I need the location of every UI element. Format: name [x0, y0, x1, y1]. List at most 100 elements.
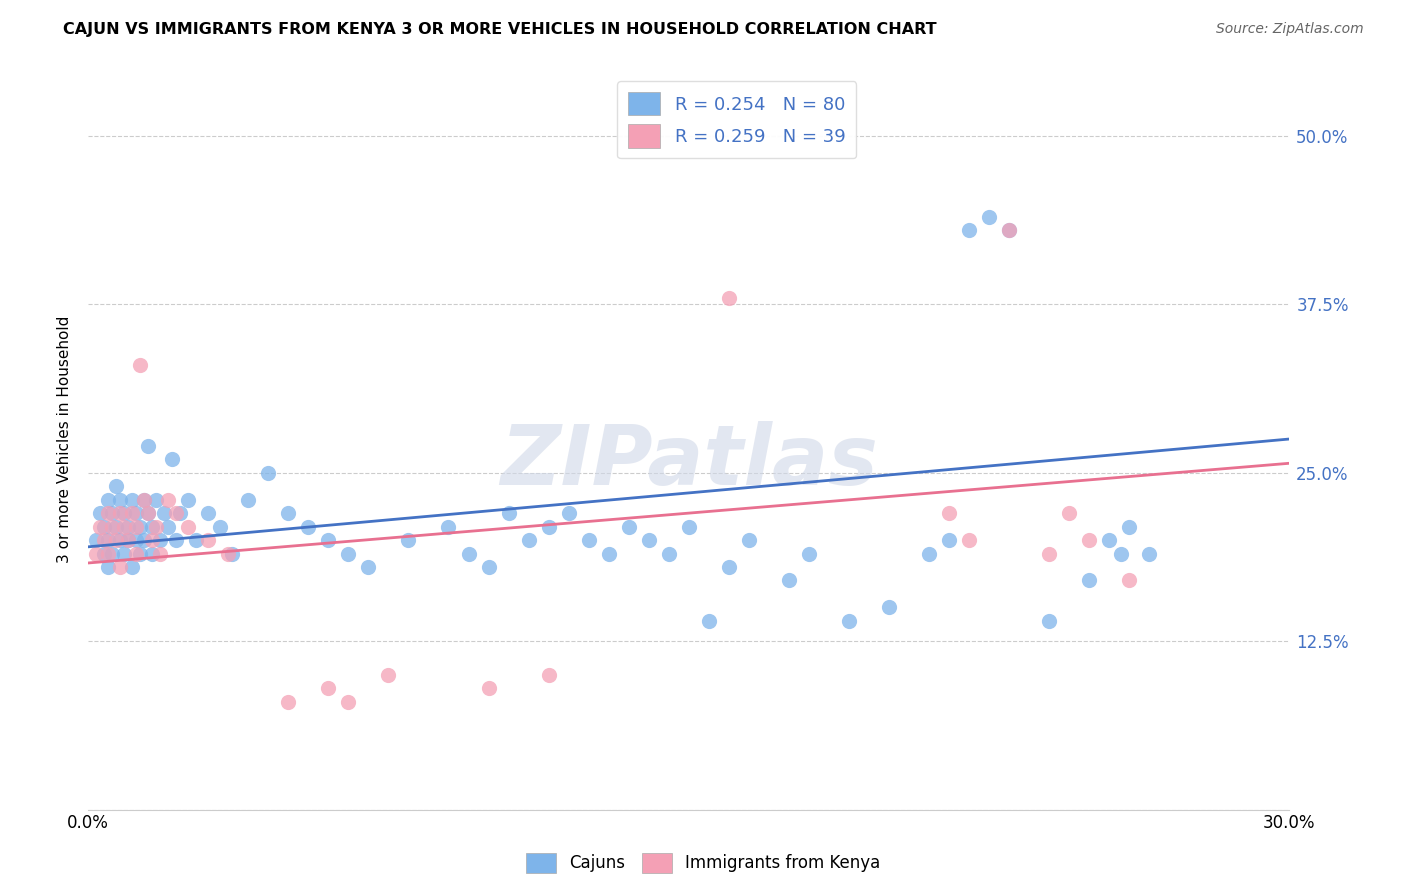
Point: [1078, 574, 1101, 588]
Point: [105, 519, 128, 533]
Point: [108, 492, 131, 507]
Point: [93, 547, 115, 561]
Point: [93, 533, 115, 547]
Legend: R = 0.254   N = 80, R = 0.259   N = 39: R = 0.254 N = 80, R = 0.259 N = 39: [617, 81, 856, 159]
Point: [89, 519, 111, 533]
Point: [108, 533, 131, 547]
Point: [177, 492, 200, 507]
Point: [125, 547, 148, 561]
Point: [121, 506, 143, 520]
Point: [838, 614, 860, 628]
Point: [998, 223, 1021, 237]
Point: [1137, 547, 1160, 561]
Point: [637, 533, 659, 547]
Point: [97, 560, 120, 574]
Text: CAJUN VS IMMIGRANTS FROM KENYA 3 OR MORE VEHICLES IN HOUSEHOLD CORRELATION CHART: CAJUN VS IMMIGRANTS FROM KENYA 3 OR MORE…: [63, 22, 936, 37]
Point: [221, 547, 243, 561]
Point: [101, 519, 124, 533]
Point: [129, 547, 152, 561]
Point: [177, 519, 200, 533]
Point: [517, 533, 540, 547]
Point: [108, 506, 131, 520]
Point: [1109, 547, 1132, 561]
Point: [117, 533, 139, 547]
Point: [617, 519, 640, 533]
Point: [134, 492, 156, 507]
Point: [1057, 506, 1080, 520]
Point: [134, 533, 156, 547]
Point: [357, 560, 380, 574]
Point: [125, 533, 148, 547]
Point: [217, 547, 239, 561]
Point: [1078, 533, 1101, 547]
Point: [918, 547, 941, 561]
Point: [257, 466, 280, 480]
Point: [957, 533, 980, 547]
Point: [84, 533, 107, 547]
Point: [112, 519, 135, 533]
Point: [477, 560, 499, 574]
Point: [738, 533, 761, 547]
Point: [112, 547, 135, 561]
Legend: Cajuns, Immigrants from Kenya: Cajuns, Immigrants from Kenya: [519, 847, 887, 880]
Point: [717, 291, 740, 305]
Point: [134, 492, 156, 507]
Point: [977, 210, 1000, 224]
Point: [998, 223, 1021, 237]
Point: [157, 519, 180, 533]
Point: [318, 681, 340, 696]
Point: [957, 223, 980, 237]
Point: [1098, 533, 1121, 547]
Point: [297, 519, 319, 533]
Point: [157, 492, 180, 507]
Point: [498, 506, 520, 520]
Y-axis label: 3 or more Vehicles in Household: 3 or more Vehicles in Household: [58, 316, 72, 563]
Point: [117, 519, 139, 533]
Point: [101, 547, 124, 561]
Point: [105, 533, 128, 547]
Text: ZIPatlas: ZIPatlas: [499, 421, 877, 502]
Point: [697, 614, 720, 628]
Point: [165, 506, 187, 520]
Point: [717, 560, 740, 574]
Point: [160, 452, 183, 467]
Point: [117, 533, 139, 547]
Point: [678, 519, 700, 533]
Point: [457, 547, 479, 561]
Point: [557, 506, 579, 520]
Point: [477, 681, 499, 696]
Point: [377, 668, 399, 682]
Point: [197, 533, 219, 547]
Point: [112, 506, 135, 520]
Point: [136, 506, 159, 520]
Point: [537, 519, 560, 533]
Point: [1038, 614, 1060, 628]
Point: [153, 506, 176, 520]
Point: [108, 560, 131, 574]
Point: [93, 519, 115, 533]
Point: [141, 519, 163, 533]
Point: [318, 533, 340, 547]
Point: [1118, 574, 1140, 588]
Point: [125, 506, 148, 520]
Point: [141, 533, 163, 547]
Point: [1118, 519, 1140, 533]
Point: [658, 547, 681, 561]
Point: [89, 506, 111, 520]
Point: [1038, 547, 1060, 561]
Point: [84, 547, 107, 561]
Point: [97, 506, 120, 520]
Point: [97, 492, 120, 507]
Point: [149, 547, 172, 561]
Point: [797, 547, 820, 561]
Point: [277, 506, 299, 520]
Point: [97, 547, 120, 561]
Point: [149, 533, 172, 547]
Point: [145, 492, 167, 507]
Point: [97, 533, 120, 547]
Point: [165, 533, 187, 547]
Point: [136, 506, 159, 520]
Point: [125, 519, 148, 533]
Point: [186, 533, 208, 547]
Point: [398, 533, 420, 547]
